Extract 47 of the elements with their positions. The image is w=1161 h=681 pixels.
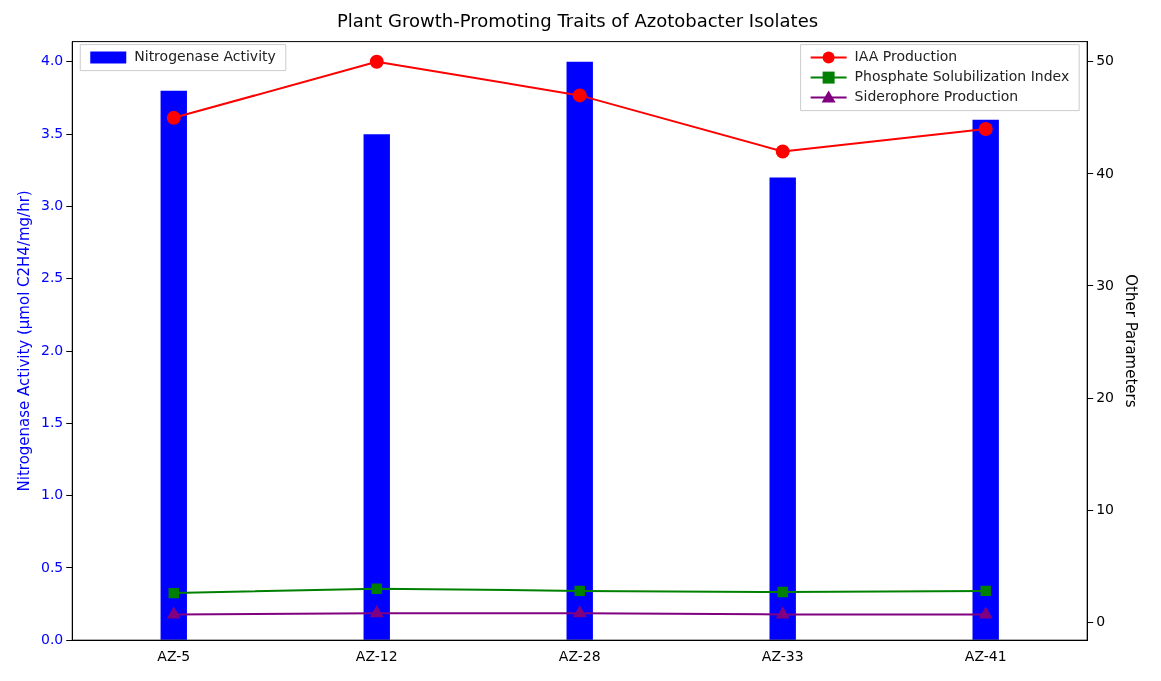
legend-label: Phosphate Solubilization Index xyxy=(854,68,1070,85)
x-tick-label: AZ-33 xyxy=(761,648,804,665)
y2-tick-label: 40 xyxy=(1096,164,1115,181)
x-tick-label: AZ-5 xyxy=(157,648,191,665)
bar xyxy=(566,61,593,640)
y2-tick-label: 50 xyxy=(1096,52,1115,69)
y-axis-title: Nitrogenase Activity (µmol C2H4/mg/hr) xyxy=(14,190,33,492)
chart-title: Plant Growth-Promoting Traits of Azotobacter Isolates xyxy=(336,10,819,32)
x-tick-label: AZ-28 xyxy=(558,648,601,665)
point xyxy=(572,88,587,103)
x-tick-label: AZ-41 xyxy=(964,648,1007,665)
x-tick-label: AZ-12 xyxy=(355,648,398,665)
point xyxy=(978,122,993,137)
point xyxy=(167,607,180,619)
bar xyxy=(769,177,796,640)
point xyxy=(776,607,789,619)
y2-tick-label: 20 xyxy=(1096,388,1115,405)
y2-axis-title: Other Parameters xyxy=(1122,274,1141,408)
y-tick-label: 0.5 xyxy=(41,558,64,575)
y-tick-label: 2.0 xyxy=(41,341,64,358)
point xyxy=(775,144,790,159)
point xyxy=(371,583,382,594)
point xyxy=(980,585,991,597)
y-tick-label: 3.0 xyxy=(41,197,64,214)
legend-label: IAA Production xyxy=(854,48,958,65)
bar xyxy=(363,134,390,640)
y2-tick-label: 0 xyxy=(1096,612,1106,629)
bar xyxy=(972,119,999,640)
point xyxy=(166,110,181,125)
y-tick-label: 2.5 xyxy=(41,269,64,286)
y-tick-label: 4.0 xyxy=(41,52,64,69)
y-tick-label: 1.0 xyxy=(41,486,64,503)
point xyxy=(979,607,992,619)
bar xyxy=(160,90,187,640)
point xyxy=(369,54,384,69)
point xyxy=(573,606,586,618)
y2-tick-label: 30 xyxy=(1096,276,1115,293)
y-tick-label: 0.0 xyxy=(41,630,64,647)
legend-label: Nitrogenase Activity xyxy=(134,48,276,65)
point xyxy=(168,587,179,599)
point xyxy=(370,606,383,618)
legend-label: Siderophore Production xyxy=(854,88,1019,105)
point xyxy=(777,586,788,598)
point xyxy=(574,585,585,597)
y-tick-label: 1.5 xyxy=(41,413,64,430)
y2-tick-label: 10 xyxy=(1096,500,1115,517)
y-tick-label: 3.5 xyxy=(41,124,64,141)
